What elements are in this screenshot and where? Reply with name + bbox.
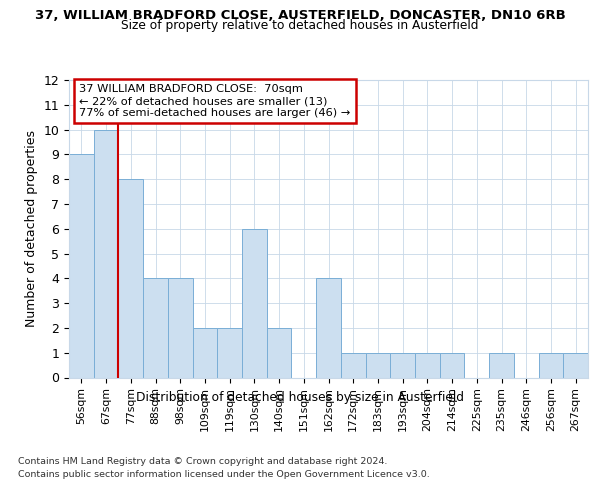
Y-axis label: Number of detached properties: Number of detached properties [25,130,38,327]
Bar [69,154,94,378]
Bar [316,278,341,378]
Text: Contains HM Land Registry data © Crown copyright and database right 2024.: Contains HM Land Registry data © Crown c… [18,458,388,466]
Text: 37, WILLIAM BRADFORD CLOSE, AUSTERFIELD, DONCASTER, DN10 6RB: 37, WILLIAM BRADFORD CLOSE, AUSTERFIELD,… [35,9,565,22]
Text: Distribution of detached houses by size in Austerfield: Distribution of detached houses by size … [136,391,464,404]
Bar [217,328,242,378]
Text: 37 WILLIAM BRADFORD CLOSE:  70sqm
← 22% of detached houses are smaller (13)
77% : 37 WILLIAM BRADFORD CLOSE: 70sqm ← 22% o… [79,84,350,117]
Bar [390,352,415,378]
Bar [94,130,118,378]
Text: Size of property relative to detached houses in Austerfield: Size of property relative to detached ho… [121,19,479,32]
Bar [440,352,464,378]
Bar [242,229,267,378]
Bar [341,352,365,378]
Bar [539,352,563,378]
Text: Contains public sector information licensed under the Open Government Licence v3: Contains public sector information licen… [18,470,430,479]
Bar [143,278,168,378]
Bar [415,352,440,378]
Bar [168,278,193,378]
Bar [563,352,588,378]
Bar [489,352,514,378]
Bar [267,328,292,378]
Bar [193,328,217,378]
Bar [118,179,143,378]
Bar [365,352,390,378]
